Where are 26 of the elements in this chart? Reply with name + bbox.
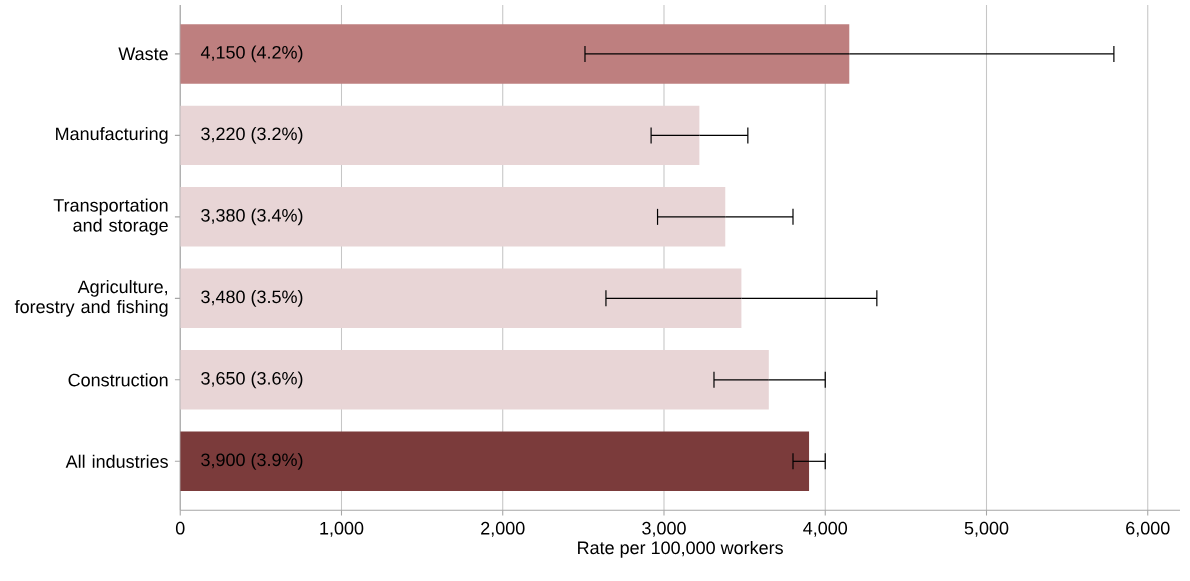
- x-tick-label: 3,000: [642, 521, 686, 537]
- bar: [180, 105, 700, 166]
- x-axis-title: Rate per 100,000 workers: [578, 541, 783, 558]
- bar: [180, 24, 850, 84]
- data-label: 4,150 (4.2%): [200, 45, 303, 63]
- bar: [180, 187, 726, 247]
- x-tick-label: 4,000: [803, 521, 848, 537]
- x-tick-label: 0: [175, 521, 185, 535]
- data-label: 3,480 (3.5%): [201, 290, 303, 307]
- y-tick-label: All industries: [65, 454, 168, 468]
- data-label: 3,220 (3.2%): [201, 127, 303, 144]
- bar: [180, 268, 742, 329]
- x-tick-label: 5,000: [964, 521, 1009, 537]
- y-tick-label: Waste: [118, 47, 168, 61]
- data-label: 3,650 (3.6%): [201, 371, 303, 389]
- y-tick-label: Construction: [68, 373, 168, 387]
- y-tick-label: Agriculture, forestry and fishing: [14, 280, 168, 317]
- bar: [180, 431, 810, 492]
- data-label: 3,900 (3.9%): [201, 453, 303, 470]
- x-tick-label: 2,000: [481, 521, 525, 537]
- data-label: 3,380 (3.4%): [201, 208, 303, 226]
- x-tick-label: 6,000: [1126, 521, 1170, 537]
- x-tick-label: 1,000: [320, 521, 364, 537]
- y-tick-label: Transportation and storage: [53, 198, 168, 236]
- bar: [180, 350, 769, 410]
- y-tick-label: Manufacturing: [56, 127, 168, 144]
